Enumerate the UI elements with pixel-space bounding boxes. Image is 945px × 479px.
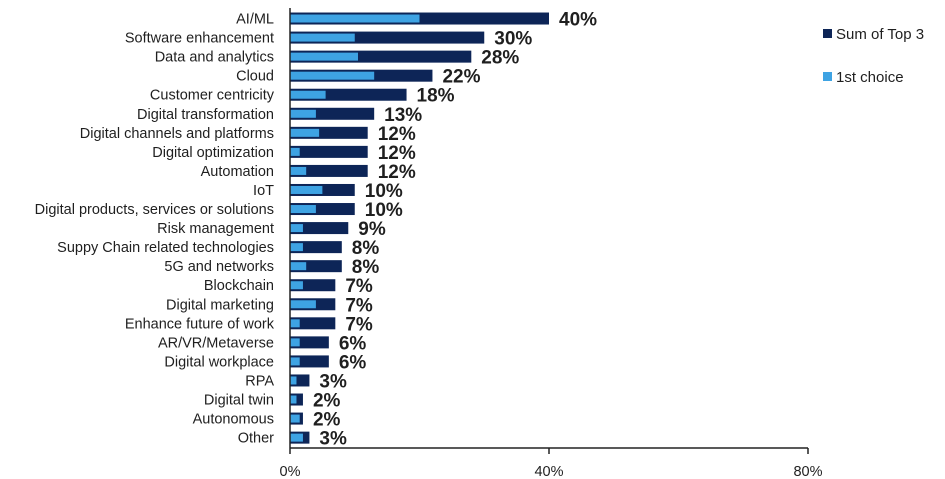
category-label-software-enhancement: Software enhancement bbox=[125, 31, 274, 47]
bar-1st-choice-data-and-analytics bbox=[290, 52, 358, 61]
category-label-ai-ml: AI/ML bbox=[236, 12, 274, 28]
bar-1st-choice-autonomous bbox=[290, 414, 300, 423]
bar-1st-choice-digital-workplace bbox=[290, 357, 300, 366]
legend: Sum of Top 3 1st choice bbox=[823, 26, 924, 86]
value-label-customer-centricity: 18% bbox=[417, 86, 455, 107]
category-label-ar-vr-metaverse: AR/VR/Metaverse bbox=[158, 335, 274, 351]
category-label-risk-management: Risk management bbox=[157, 221, 274, 237]
bar-1st-choice-enhance-future-of-work bbox=[290, 319, 300, 328]
value-label-rpa: 3% bbox=[319, 371, 347, 392]
category-label-other: Other bbox=[238, 431, 274, 447]
value-label-digital-products-services-or-solutions: 10% bbox=[365, 200, 403, 221]
bar-1st-choice-software-enhancement bbox=[290, 33, 355, 42]
value-label-blockchain: 7% bbox=[345, 276, 373, 297]
category-label-cloud: Cloud bbox=[236, 69, 274, 85]
value-label-digital-transformation: 13% bbox=[384, 105, 422, 126]
bar-1st-choice-digital-channels-and-platforms bbox=[290, 128, 320, 137]
category-label-rpa: RPA bbox=[245, 373, 274, 389]
value-label-digital-twin: 2% bbox=[313, 391, 341, 412]
x-tick-label: 40% bbox=[534, 464, 563, 479]
bar-1st-choice-iot bbox=[290, 185, 323, 194]
bar-sum-of-top-3-ar-vr-metaverse bbox=[290, 336, 329, 349]
bar-sum-of-top-3-digital-optimization bbox=[290, 145, 368, 158]
bar-1st-choice-digital-marketing bbox=[290, 300, 316, 309]
bar-1st-choice-digital-products-services-or-solutions bbox=[290, 205, 316, 214]
value-label-automation: 12% bbox=[378, 162, 416, 183]
category-label-digital-twin: Digital twin bbox=[204, 393, 274, 409]
value-label-data-and-analytics: 28% bbox=[481, 48, 519, 69]
category-label-customer-centricity: Customer centricity bbox=[150, 88, 275, 104]
legend-label-sum-of-top-3: Sum of Top 3 bbox=[836, 26, 924, 43]
value-label-suppy-chain-related-technologies: 8% bbox=[352, 238, 380, 259]
bar-sum-of-top-3-risk-management bbox=[290, 222, 349, 235]
value-label-digital-workplace: 6% bbox=[339, 352, 367, 373]
legend-label-1st-choice: 1st choice bbox=[836, 69, 904, 86]
value-label-5g-and-networks: 8% bbox=[352, 257, 380, 278]
category-label-automation: Automation bbox=[201, 164, 274, 180]
value-label-iot: 10% bbox=[365, 181, 403, 202]
bar-1st-choice-ar-vr-metaverse bbox=[290, 338, 300, 347]
bar-1st-choice-5g-and-networks bbox=[290, 262, 307, 271]
value-label-risk-management: 9% bbox=[358, 219, 386, 240]
category-label-enhance-future-of-work: Enhance future of work bbox=[125, 316, 275, 332]
value-label-autonomous: 2% bbox=[313, 410, 341, 431]
category-label-blockchain: Blockchain bbox=[204, 278, 274, 294]
value-label-digital-channels-and-platforms: 12% bbox=[378, 124, 416, 145]
bar-1st-choice-customer-centricity bbox=[290, 90, 326, 99]
category-label-iot: IoT bbox=[253, 183, 274, 199]
x-tick-label: 80% bbox=[793, 464, 822, 479]
value-label-digital-marketing: 7% bbox=[345, 295, 373, 316]
bar-sum-of-top-3-digital-workplace bbox=[290, 355, 329, 368]
bar-1st-choice-rpa bbox=[290, 376, 297, 385]
value-label-digital-optimization: 12% bbox=[378, 143, 416, 164]
bars-layer: AI/ML 40% Software enhancement 30% Data and … bbox=[35, 10, 597, 450]
category-label-digital-marketing: Digital marketing bbox=[166, 297, 274, 313]
value-label-enhance-future-of-work: 7% bbox=[345, 314, 373, 335]
category-label-data-and-analytics: Data and analytics bbox=[155, 50, 274, 66]
bar-1st-choice-other bbox=[290, 433, 303, 442]
category-label-5g-and-networks: 5G and networks bbox=[164, 259, 274, 275]
bar-1st-choice-digital-optimization bbox=[290, 147, 300, 156]
bar-sum-of-top-3-automation bbox=[290, 164, 368, 177]
legend-swatch-sum-of-top-3 bbox=[823, 29, 832, 38]
bar-1st-choice-digital-twin bbox=[290, 395, 297, 404]
value-label-ar-vr-metaverse: 6% bbox=[339, 333, 367, 354]
bar-1st-choice-risk-management bbox=[290, 224, 303, 233]
legend-swatch-1st-choice bbox=[823, 72, 832, 81]
value-label-software-enhancement: 30% bbox=[494, 29, 532, 50]
bar-1st-choice-cloud bbox=[290, 71, 375, 80]
x-axis-ticks: 0% 40% 80% bbox=[280, 448, 823, 479]
category-label-digital-transformation: Digital transformation bbox=[137, 107, 274, 123]
bar-1st-choice-ai-ml bbox=[290, 14, 420, 23]
bar-1st-choice-digital-transformation bbox=[290, 109, 316, 118]
bar-1st-choice-blockchain bbox=[290, 281, 303, 290]
bar-1st-choice-automation bbox=[290, 166, 307, 175]
bar-1st-choice-suppy-chain-related-technologies bbox=[290, 243, 303, 252]
category-label-digital-channels-and-platforms: Digital channels and platforms bbox=[80, 126, 274, 142]
bar-sum-of-top-3-enhance-future-of-work bbox=[290, 317, 336, 330]
category-label-digital-optimization: Digital optimization bbox=[152, 145, 274, 161]
category-label-suppy-chain-related-technologies: Suppy Chain related technologies bbox=[57, 240, 274, 256]
category-label-digital-products-services-or-solutions: Digital products, services or solutions bbox=[35, 202, 274, 218]
value-label-cloud: 22% bbox=[442, 67, 480, 88]
value-label-ai-ml: 40% bbox=[559, 10, 597, 31]
category-label-autonomous: Autonomous bbox=[193, 412, 274, 428]
x-tick-label: 0% bbox=[280, 464, 301, 479]
value-label-other: 3% bbox=[319, 429, 347, 450]
category-label-digital-workplace: Digital workplace bbox=[164, 354, 274, 370]
